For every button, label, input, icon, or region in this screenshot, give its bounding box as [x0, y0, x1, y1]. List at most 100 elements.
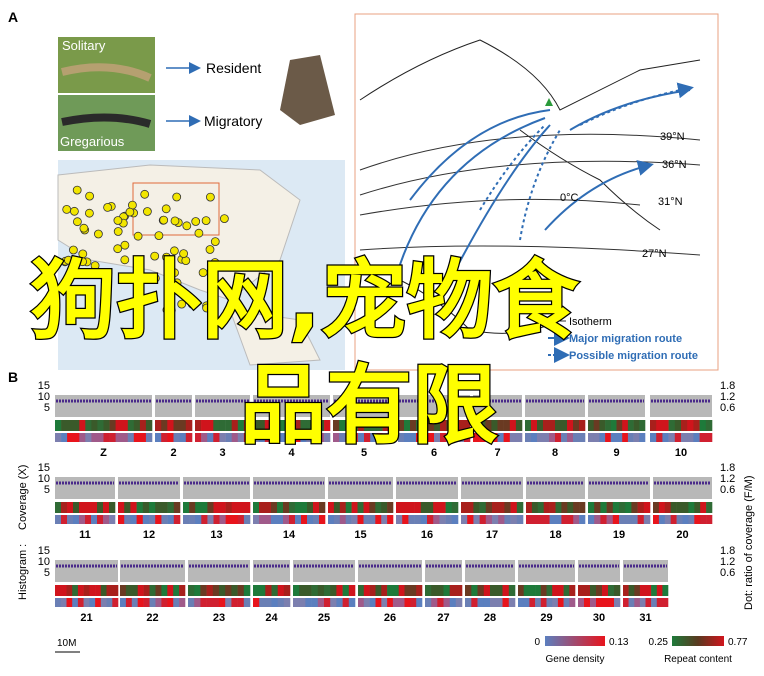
gene-strip	[628, 598, 635, 607]
repeat-strip	[639, 420, 646, 431]
repeat-strip	[77, 585, 84, 596]
repeat-strip	[288, 420, 295, 431]
gene-strip	[294, 433, 301, 442]
repeat-strip	[264, 420, 271, 431]
repeat-strip	[479, 502, 487, 513]
repeat-strip	[529, 585, 536, 596]
repeat-strip	[149, 502, 156, 513]
gene-strip	[676, 515, 683, 524]
repeat-strip	[628, 585, 635, 596]
repeat-strip	[705, 420, 713, 431]
gene-strip	[584, 598, 591, 607]
repeat-strip	[85, 502, 92, 513]
repeat-strip	[398, 420, 405, 431]
gene-strip	[404, 598, 411, 607]
gene-strip	[700, 515, 707, 524]
gene-strip	[461, 515, 468, 524]
chromosome-label: 12	[143, 529, 155, 541]
sample-site	[179, 249, 189, 259]
repeat-strip	[324, 585, 331, 596]
coverage-histogram	[650, 395, 712, 417]
repeat-strip	[477, 585, 484, 596]
chromosome-label: 14	[283, 529, 296, 541]
repeat-strip	[561, 502, 568, 513]
repeat-content-scale	[672, 636, 724, 646]
repeat-strip	[445, 502, 453, 513]
gene-strip	[313, 515, 320, 524]
gene-strip	[594, 515, 601, 524]
gene-strip	[77, 598, 84, 607]
gene-strip	[206, 598, 214, 607]
chromosome-label: 18	[549, 529, 561, 541]
gene-strip	[137, 598, 144, 607]
repeat-strip	[461, 502, 468, 513]
gene-strip	[578, 598, 585, 607]
gene-strip	[446, 433, 453, 442]
repeat-strip	[155, 420, 162, 431]
gene-strip	[79, 433, 86, 442]
y-tick-label: 10	[38, 473, 50, 485]
repeat-strip	[567, 420, 574, 431]
repeat-strip	[271, 585, 278, 596]
repeat-strip	[345, 420, 352, 431]
repeat-strip	[449, 585, 457, 596]
gene-strip	[627, 433, 634, 442]
repeat-strip	[294, 420, 301, 431]
gene-strip	[363, 598, 370, 607]
repeat-strip	[543, 420, 550, 431]
sample-site	[172, 278, 182, 288]
repeat-strip	[60, 585, 67, 596]
gene-strip	[375, 598, 382, 607]
repeat-strip	[112, 585, 119, 596]
legend-label: Major migration route	[569, 333, 682, 345]
sample-site	[169, 246, 179, 256]
gene-strip	[398, 433, 405, 442]
repeat-strip	[546, 585, 553, 596]
gene-strip	[55, 433, 62, 442]
repeat-strip	[612, 502, 620, 513]
coverage-histogram	[473, 395, 522, 417]
repeat-strip	[201, 502, 208, 513]
gene-strip	[136, 515, 144, 524]
repeat-strip	[579, 502, 586, 513]
gene-strip	[510, 515, 518, 524]
repeat-strip	[557, 585, 564, 596]
latitude: 39°N	[660, 131, 685, 143]
gene-strip	[414, 515, 422, 524]
gene-strip	[307, 515, 314, 524]
sample-site	[191, 217, 201, 226]
gene-strip	[473, 433, 480, 442]
repeat-strip	[381, 585, 388, 596]
gene-strip	[277, 598, 285, 607]
gene-strip	[465, 598, 472, 607]
gene-strip	[639, 433, 646, 442]
coverage-histogram	[293, 560, 355, 582]
repeat-strip	[243, 502, 251, 513]
gene-strip	[118, 515, 125, 524]
repeat-strip	[451, 502, 459, 513]
repeat-strip	[301, 502, 308, 513]
gene-strip	[449, 598, 457, 607]
y-tick-label: 1.2	[720, 556, 735, 568]
y-tick-label: 15	[38, 545, 50, 557]
gene-strip	[706, 515, 713, 524]
y-tick-label: 5	[44, 567, 50, 579]
gene-strip	[682, 515, 689, 524]
gene-strip	[79, 515, 86, 524]
gene-strip	[674, 433, 682, 442]
repeat-strip	[125, 585, 133, 596]
repeat-strip	[382, 420, 390, 431]
gene-strip	[422, 433, 429, 442]
axis-label: Histogram :	[17, 544, 29, 600]
gene-strip	[103, 515, 110, 524]
chromosome-label: 28	[484, 612, 496, 624]
axis-label: Dot: ratio of coverage (F/M)	[743, 476, 755, 611]
type-label: Resident	[206, 60, 261, 76]
chromosome-label: 5	[361, 447, 367, 459]
sample-site	[90, 261, 100, 271]
gene-strip	[458, 433, 465, 442]
chromosome-label: 10	[675, 447, 687, 459]
repeat-strip	[535, 585, 542, 596]
latitude: 27°N	[642, 248, 667, 260]
